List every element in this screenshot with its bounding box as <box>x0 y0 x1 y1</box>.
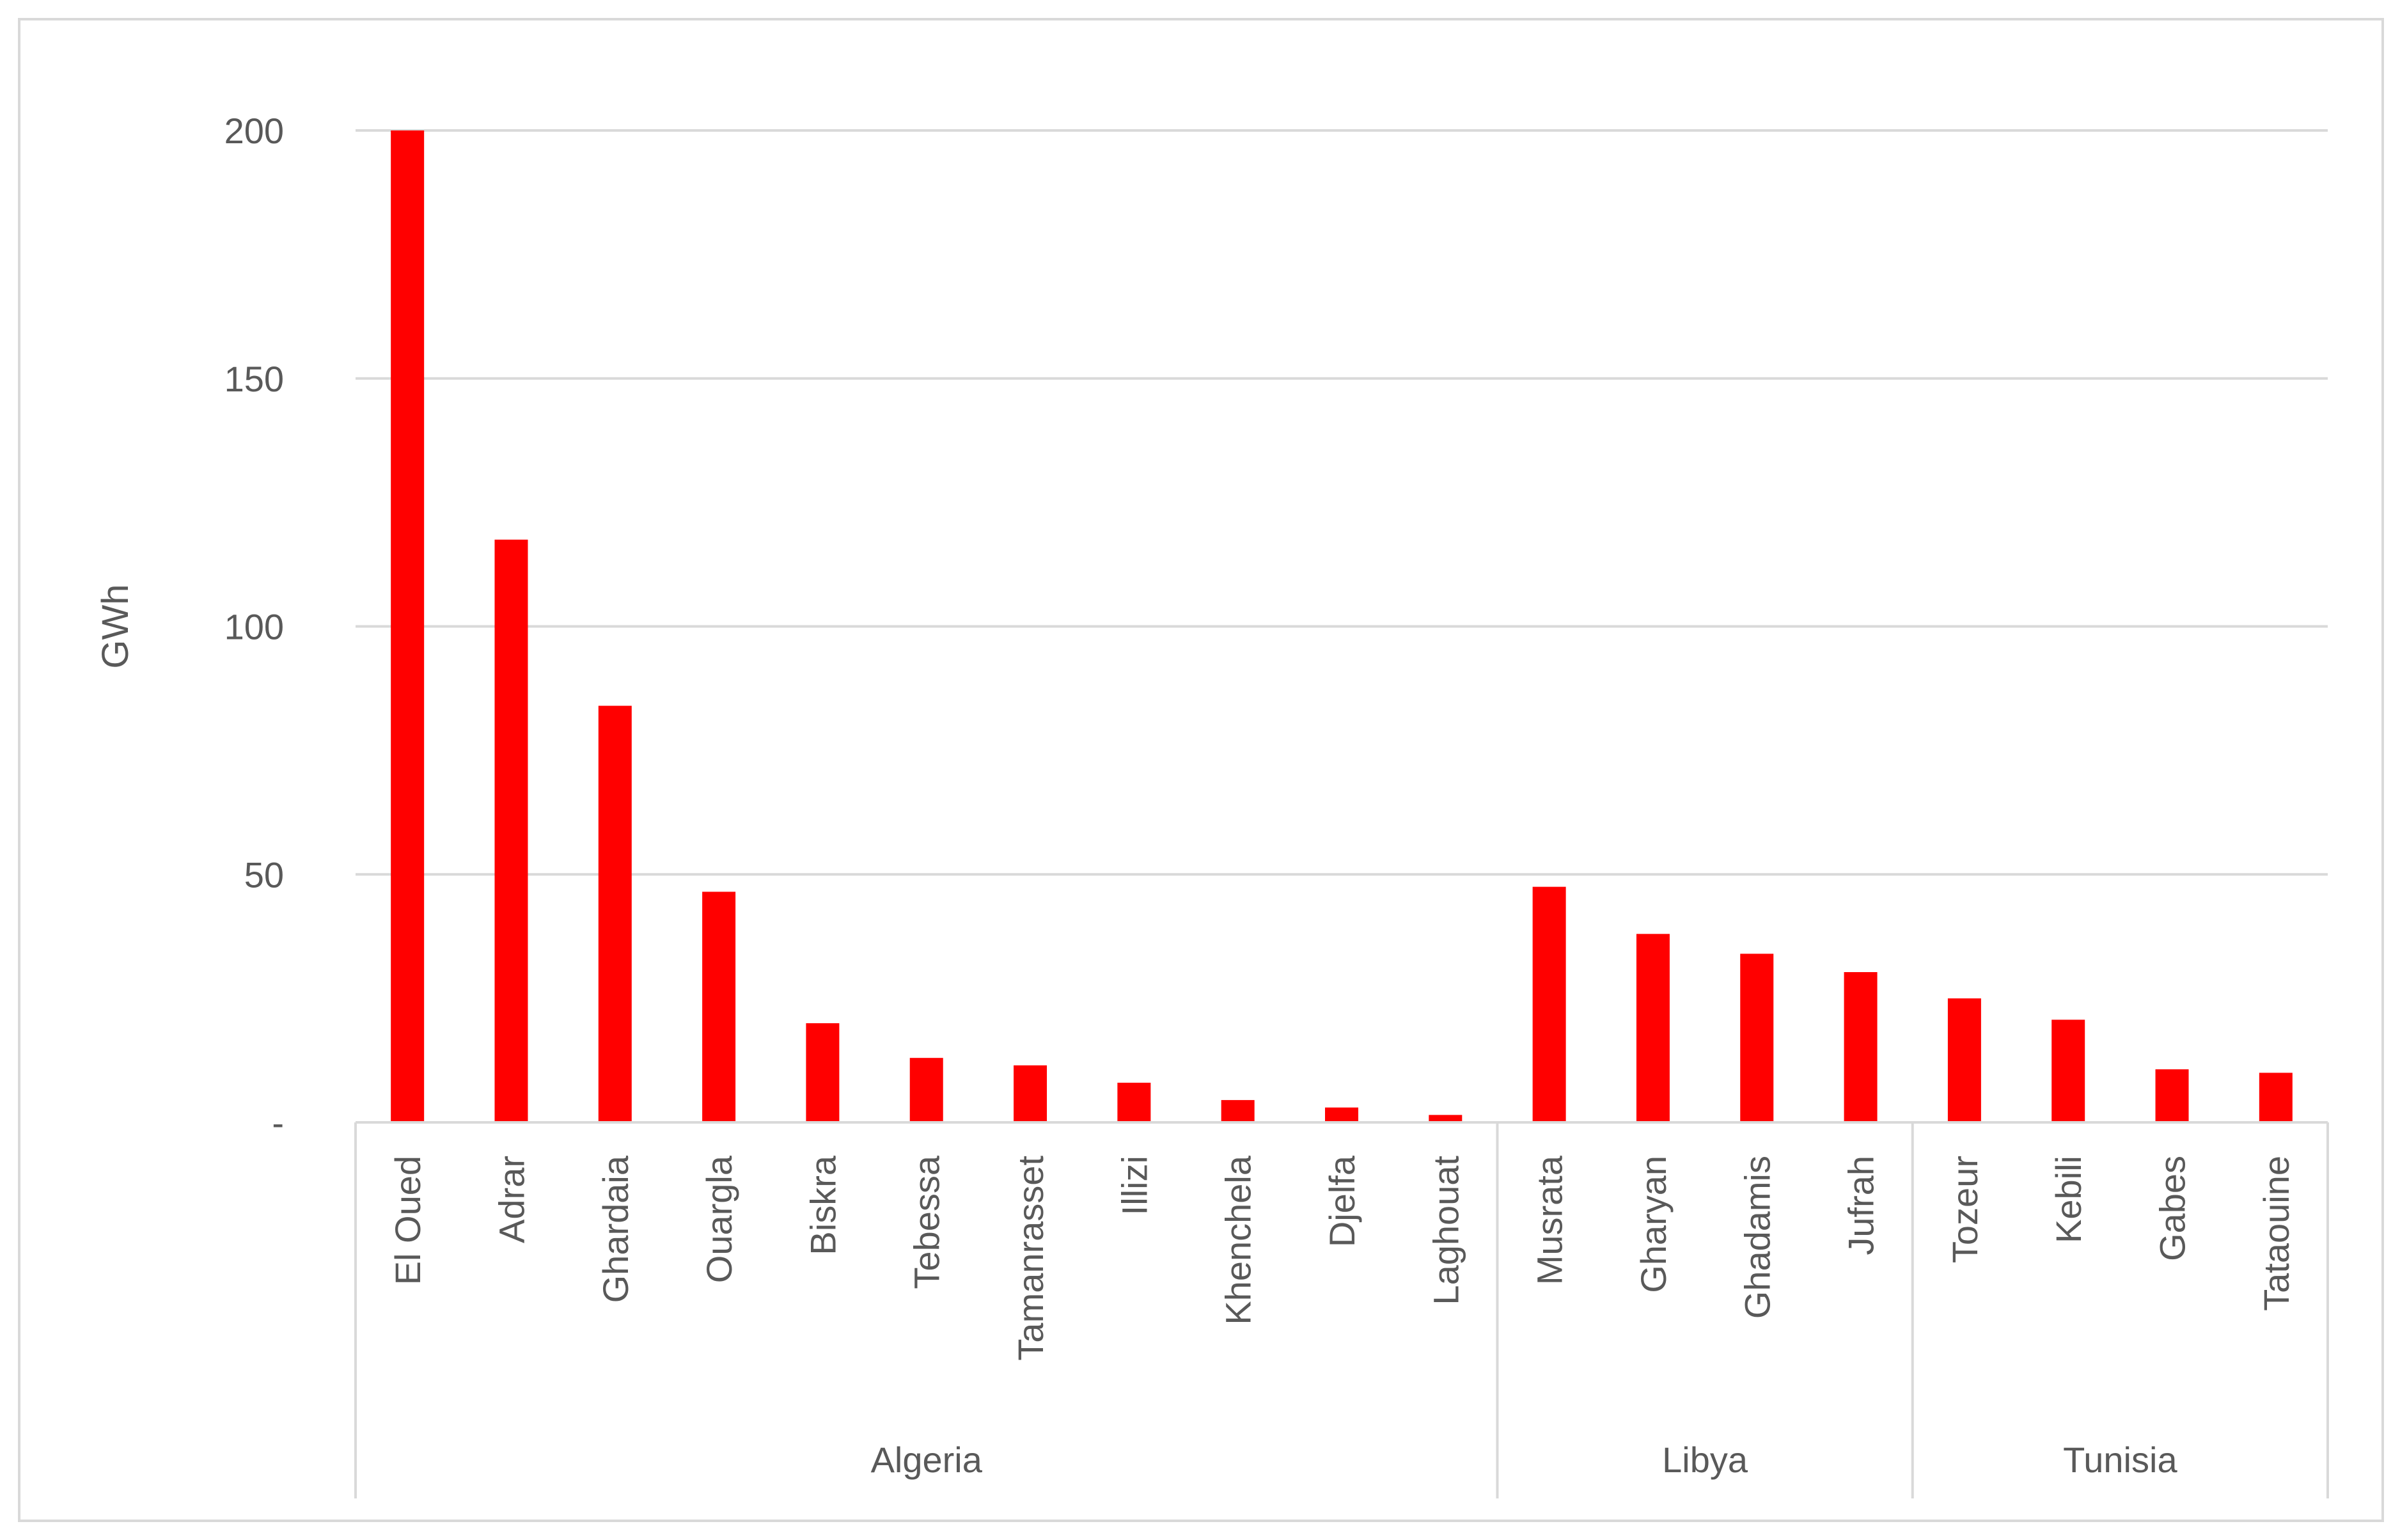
chart-frame: - 50 100 150 200 GWh El Oued Adrar Ghardaia Oua… <box>18 18 2384 1522</box>
y-tick-label-2: 100 <box>224 607 284 647</box>
x-tick-label-9: Djelfa <box>1322 1155 1362 1247</box>
x-tick-label-17: Gabes <box>2153 1156 2193 1261</box>
y-axis-title: GWh <box>95 584 136 668</box>
y-tick-label-3: 150 <box>224 359 284 399</box>
bar-khenchela <box>1221 1100 1255 1122</box>
x-tick-label-15: Tozeur <box>1945 1156 1985 1263</box>
bar-el-oued <box>391 130 425 1122</box>
x-tick-label-5: Tebessa <box>907 1155 947 1289</box>
bar-gharyan <box>1636 934 1670 1122</box>
x-tick-label-4: Biskra <box>803 1155 843 1255</box>
bar-ghardaia <box>598 705 632 1122</box>
bar-tataouine <box>2259 1072 2293 1122</box>
x-tick-label-3: Ouargla <box>699 1155 739 1283</box>
y-tick-label-4: 200 <box>224 111 284 151</box>
bars <box>391 130 2293 1122</box>
x-tick-label-8: Khenchela <box>1218 1155 1259 1325</box>
bar-jufrah <box>1844 972 1878 1122</box>
bar-djelfa <box>1325 1107 1358 1122</box>
x-tick-label-10: Laghouat <box>1425 1156 1466 1305</box>
bar-biskra <box>806 1023 840 1122</box>
x-tick-label-0: El Oued <box>388 1156 428 1285</box>
bar-tozeur <box>1947 998 1981 1122</box>
bar-musrata <box>1532 886 1566 1122</box>
bar-illizi <box>1117 1082 1151 1122</box>
x-tick-label-16: Kebili <box>2048 1156 2089 1243</box>
group-label-tunisia: Tunisia <box>2063 1440 2177 1480</box>
x-tick-label-11: Musrata <box>1530 1155 1570 1285</box>
x-tick-label-18: Tataouine <box>2256 1156 2296 1311</box>
x-tick-label-6: Tamanrasset <box>1010 1156 1051 1361</box>
bar-adrar <box>494 539 528 1122</box>
x-tick-label-13: Ghadamis <box>1737 1156 1777 1319</box>
gridlines <box>356 129 2328 876</box>
bar-laghouat <box>1429 1115 1463 1122</box>
bar-gabes <box>2155 1069 2189 1122</box>
bar-chart: - 50 100 150 200 GWh El Oued Adrar Ghardaia Oua… <box>95 111 2329 1498</box>
bar-tamanrasset <box>1014 1065 1047 1122</box>
bar-ghadamis <box>1740 954 1774 1122</box>
x-axis <box>354 1121 2329 1498</box>
x-axis-group-labels: Algeria Libya Tunisia <box>871 1440 2178 1480</box>
x-tick-label-7: Illizi <box>1114 1156 1154 1215</box>
x-tick-label-12: Gharyan <box>1633 1156 1674 1293</box>
bar-ouargla <box>702 892 736 1122</box>
bar-kebili <box>2051 1019 2085 1122</box>
group-label-libya: Libya <box>1662 1440 1748 1480</box>
bar-tebessa <box>909 1058 943 1122</box>
group-label-algeria: Algeria <box>871 1440 983 1480</box>
y-axis-tick-labels: - 50 100 150 200 <box>224 111 284 1143</box>
y-tick-label-1: 50 <box>244 854 284 895</box>
y-tick-label-0: - <box>272 1103 284 1143</box>
x-tick-label-2: Ghardaia <box>595 1155 636 1303</box>
x-tick-label-14: Jufrah <box>1841 1156 1881 1255</box>
x-tick-label-1: Adrar <box>491 1156 531 1243</box>
x-axis-category-labels: El Oued Adrar Ghardaia Ouargla Biskra Tebessa… <box>388 1155 2296 1360</box>
